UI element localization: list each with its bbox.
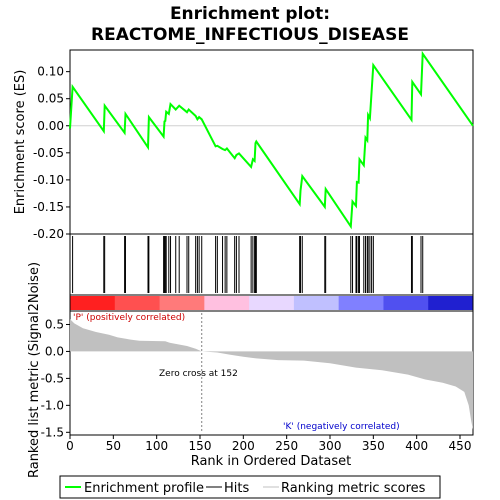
es-y-axis: -0.20 -0.15 -0.10 -0.05 0.00 0.05 0.10 xyxy=(33,65,70,241)
x-tick-label: 450 xyxy=(449,439,472,453)
x-tick-label: 350 xyxy=(362,439,385,453)
chart-title-line1: Enrichment plot: xyxy=(170,4,330,24)
es-y-axis-label: Enrichment score (ES) xyxy=(13,70,28,215)
ranking-y-tick-label: 0.0 xyxy=(45,344,64,358)
hits-frame xyxy=(69,233,474,296)
x-tick-label: 400 xyxy=(405,439,428,453)
es-y-tick-label: -0.05 xyxy=(33,146,64,160)
x-tick-label: 300 xyxy=(319,439,342,453)
heatmap-segment xyxy=(204,296,250,310)
ranking-y-tick-label: 0.5 xyxy=(45,317,64,331)
legend-label-enrichment: Enrichment profile xyxy=(84,481,204,496)
x-tick-label: 150 xyxy=(189,439,212,453)
heatmap-segment xyxy=(383,296,429,310)
heatmap-band xyxy=(69,294,474,312)
legend-box xyxy=(59,475,441,499)
x-tick-label: 100 xyxy=(145,439,168,453)
zero-cross-label: Zero cross at 152 xyxy=(159,369,238,379)
x-axis-label: Rank in Ordered Dataset xyxy=(191,454,352,469)
chart-title-line2: REACTOME_INFECTIOUS_DISEASE xyxy=(91,25,409,45)
es-plot-frame xyxy=(69,49,474,235)
ranking-y-axis-label: Ranked list metric (Signal2Noise) xyxy=(27,262,42,478)
legend-label-ranking: Ranking metric scores xyxy=(281,481,426,496)
ranking-panel: -1.5 -1.0 -0.5 0.0 0.5 'P' (positively corre… xyxy=(27,262,474,478)
negative-correlation-label: 'K' (negatively correlated) xyxy=(283,422,400,432)
heatmap-segment xyxy=(70,296,116,310)
legend: Enrichment profile Hits Ranking metric s… xyxy=(59,475,441,499)
es-y-tick-label: -0.20 xyxy=(33,227,64,241)
x-tick-label: 50 xyxy=(106,439,121,453)
es-y-tick-label: -0.15 xyxy=(33,200,64,214)
x-axis: 0 50 100 150 200 250 300 350 400 450 xyxy=(66,435,471,453)
heatmap-segment xyxy=(249,296,295,310)
hits-panel xyxy=(69,233,474,296)
es-y-tick-label: 0.00 xyxy=(37,119,64,133)
heatmap-segment xyxy=(159,296,205,310)
es-y-tick-label: 0.10 xyxy=(37,65,64,79)
heatmap-segment xyxy=(338,296,384,310)
legend-label-hits: Hits xyxy=(224,481,249,496)
heatmap-segment xyxy=(428,296,474,310)
positive-correlation-label: 'P' (positively correlated) xyxy=(73,313,185,323)
ranking-metric-area xyxy=(70,319,473,430)
ranking-y-tick-label: -1.0 xyxy=(41,398,64,412)
x-tick-label: 250 xyxy=(275,439,298,453)
ranking-y-tick-label: -0.5 xyxy=(41,371,64,385)
heatmap-segment xyxy=(114,296,161,310)
x-tick-label: 0 xyxy=(66,439,74,453)
ranking-y-tick-label: -1.5 xyxy=(41,425,64,439)
ranking-y-axis: -1.5 -1.0 -0.5 0.0 0.5 xyxy=(41,317,70,439)
es-y-tick-label: 0.05 xyxy=(37,92,64,106)
enrichment-profile-line xyxy=(69,50,474,230)
es-y-tick-label: -0.10 xyxy=(33,173,64,187)
hits-marks xyxy=(72,236,424,293)
es-panel: -0.20 -0.15 -0.10 -0.05 0.00 0.05 0.10 Enrichm… xyxy=(13,49,474,241)
x-tick-label: 200 xyxy=(232,439,255,453)
heatmap-segment xyxy=(293,296,340,310)
